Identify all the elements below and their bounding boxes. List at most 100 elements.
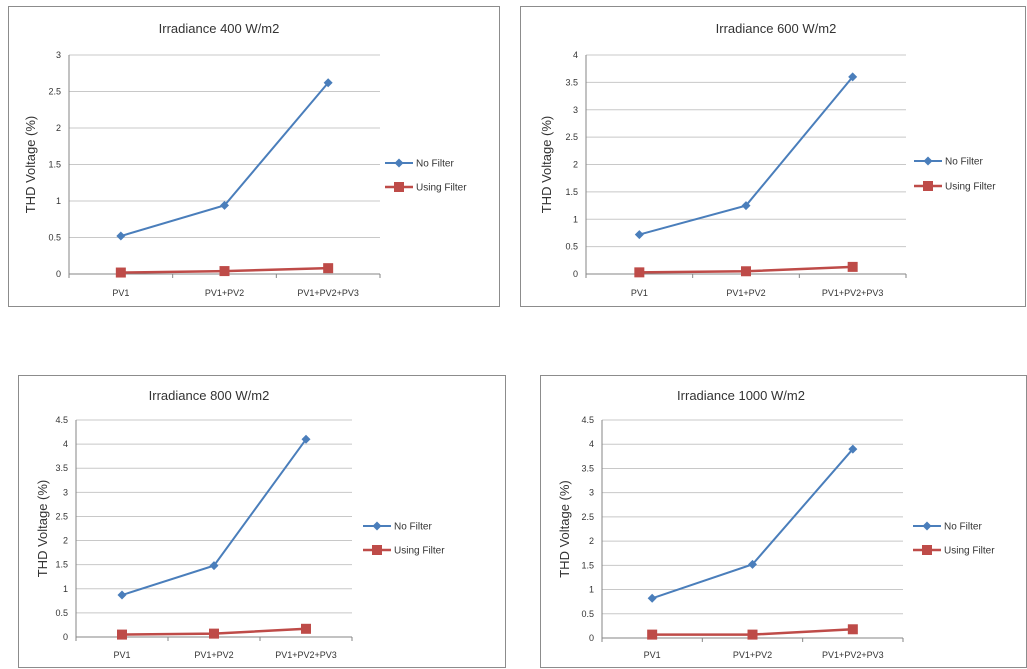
chart-400-x-tick-label: PV1 [112, 288, 129, 298]
chart-400-y-tick-label: 1.5 [48, 160, 61, 170]
chart-800-series-no-filter-point [301, 434, 311, 444]
chart-800-y-tick-label: 3 [63, 487, 68, 497]
chart-1000-y-tick-label: 3 [589, 488, 594, 498]
chart-400-series-no-filter-point [323, 78, 333, 88]
chart-800-series-using-filter-point [301, 623, 311, 634]
chart-600-series-no-filter-line [639, 76, 854, 236]
chart-800-legend-no-filter-marker [372, 521, 382, 531]
chart-600-y-tick-label: 3 [573, 105, 578, 115]
chart-400-series-using-filter-point [219, 266, 230, 277]
chart-1000-title: Irradiance 1000 W/m2 [677, 388, 805, 403]
chart-800-series-using-filter-point [117, 629, 127, 640]
chart-800-legend-using-filter-label: Using Filter [394, 546, 445, 557]
chart-600-x-tick-label: PV1+PV2+PV3 [822, 288, 884, 298]
chart-1000-y-tick-label: 4 [589, 439, 594, 449]
chart-800-x-tick-label: PV1+PV2+PV3 [275, 650, 337, 660]
chart-1000-series-no-filter-point [848, 444, 858, 454]
chart-600-y-tick-label: 2.5 [565, 132, 578, 142]
chart-panel-600: Irradiance 600 W/m2 THD Voltage (%) 0 0.5 1 1… [520, 6, 1026, 307]
chart-800-y-tick-label: 3.5 [55, 463, 68, 473]
chart-1000-series-using-filter-point [747, 629, 758, 640]
chart-400-series-no-filter-point [220, 200, 229, 210]
chart-400-legend-using-filter-label: Using Filter [416, 183, 467, 194]
chart-800-y-tick-label: 2.5 [55, 511, 68, 521]
chart-800-y-tick-label: 4 [63, 439, 68, 449]
chart-800-y-tick-label: 4.5 [55, 415, 68, 425]
chart-600-legend-no-filter-label: No Filter [945, 157, 983, 168]
chart-1000-legend-no-filter-marker [922, 521, 932, 531]
chart-800-y-axis-label: THD Voltage (%) [35, 480, 50, 578]
chart-800-y-tick-label: 1.5 [55, 560, 68, 570]
chart-600-title: Irradiance 600 W/m2 [716, 21, 837, 36]
chart-400-y-tick-label: 2.5 [48, 87, 61, 97]
chart-1000-y-tick-label: 0 [589, 633, 594, 643]
chart-1000-y-tick-label: 2.5 [581, 512, 594, 522]
chart-600-y-tick-label: 0.5 [565, 242, 578, 252]
chart-600-y-tick-label: 3.5 [565, 77, 578, 87]
chart-400-series-no-filter-line [120, 82, 329, 237]
chart-1000-series-no-filter-point [647, 593, 657, 603]
chart-600-y-tick-label: 1.5 [565, 187, 578, 197]
chart-600-legend-no-filter-marker [923, 156, 933, 166]
chart-400-y-tick-label: 3 [56, 50, 61, 60]
chart-600-svg: Irradiance 600 W/m2 THD Voltage (%) 0 0.5 1 1… [539, 21, 996, 298]
chart-400-x-tick-label: PV1+PV2 [205, 288, 244, 298]
chart-1000-series-no-filter-point [748, 559, 757, 569]
chart-400-legend-no-filter-marker [394, 158, 404, 168]
chart-1000-y-tick-label: 1 [589, 585, 594, 595]
chart-400-title: Irradiance 400 W/m2 [159, 21, 280, 36]
chart-1000-series-no-filter-line [651, 448, 854, 600]
chart-800-series-using-filter-point [209, 628, 219, 639]
chart-800-legend-no-filter-label: No Filter [394, 522, 432, 533]
chart-600-y-tick-label: 4 [573, 50, 578, 60]
chart-800-x-tick-label: PV1+PV2 [194, 650, 233, 660]
chart-panel-1000: Irradiance 1000 W/m2 THD Voltage (%) 0 0.5 1… [540, 375, 1027, 668]
chart-400-y-axis-label: THD Voltage (%) [23, 116, 38, 214]
chart-1000-legend-using-filter-label: Using Filter [944, 546, 995, 557]
chart-600-series-using-filter-point [847, 261, 858, 272]
chart-400-svg: Irradiance 400 W/m2 THD Voltage (%) 0 0.5 1 1… [23, 21, 467, 298]
chart-1000-legend-using-filter-marker [922, 545, 932, 555]
chart-400-y-tick-label: 1 [56, 196, 61, 206]
chart-800-series-no-filter-line [121, 438, 307, 596]
chart-600-series-using-filter-point [634, 267, 645, 278]
chart-400-series-no-filter-point [116, 231, 126, 241]
chart-800-legend-using-filter-marker [372, 545, 382, 555]
chart-600-y-axis-label: THD Voltage (%) [539, 116, 554, 214]
chart-600-y-tick-label: 1 [573, 214, 578, 224]
chart-600-y-tick-label: 0 [573, 269, 578, 279]
chart-1000-y-axis-label: THD Voltage (%) [557, 480, 572, 578]
chart-1000-y-tick-label: 0.5 [581, 609, 594, 619]
chart-1000-y-tick-label: 3.5 [581, 463, 594, 473]
chart-1000-series-using-filter-point [647, 629, 658, 640]
chart-400-legend-using-filter-marker [394, 182, 404, 192]
chart-400-series-using-filter-point [323, 263, 334, 274]
chart-400-x-tick-label: PV1+PV2+PV3 [297, 288, 359, 298]
chart-1000-y-tick-label: 2 [589, 536, 594, 546]
chart-400-series-using-filter-point [115, 267, 126, 278]
chart-1000-y-tick-label: 1.5 [581, 560, 594, 570]
chart-400-y-tick-label: 2 [56, 123, 61, 133]
chart-1000-x-tick-label: PV1+PV2 [733, 650, 772, 660]
chart-600-x-tick-label: PV1+PV2 [726, 288, 765, 298]
chart-1000-x-tick-label: PV1 [644, 650, 661, 660]
chart-800-y-tick-label: 1 [63, 584, 68, 594]
chart-600-legend-using-filter-marker [923, 181, 933, 191]
chart-600-series-no-filter-point [741, 201, 751, 211]
chart-800-series-no-filter-point [209, 561, 219, 571]
chart-800-series-no-filter-point [117, 590, 127, 600]
chart-600-series-no-filter-point [634, 230, 644, 240]
chart-800-svg: Irradiance 800 W/m2 THD Voltage (%) 0 0.5 1 1… [35, 388, 445, 660]
chart-1000-y-tick-label: 4.5 [581, 415, 594, 425]
chart-600-legend-using-filter-label: Using Filter [945, 182, 996, 193]
chart-800-y-tick-label: 0.5 [55, 608, 68, 618]
chart-600-series-no-filter-point [848, 72, 858, 82]
chart-1000-legend-no-filter-label: No Filter [944, 522, 982, 533]
chart-panel-800: Irradiance 800 W/m2 THD Voltage (%) 0 0.5 1 1… [18, 375, 506, 668]
chart-400-y-tick-label: 0.5 [48, 233, 61, 243]
chart-400-y-tick-label: 0 [56, 269, 61, 279]
chart-800-x-tick-label: PV1 [113, 650, 130, 660]
chart-800-y-tick-label: 2 [63, 536, 68, 546]
chart-400-legend-no-filter-label: No Filter [416, 159, 454, 170]
chart-800-y-tick-label: 0 [63, 632, 68, 642]
